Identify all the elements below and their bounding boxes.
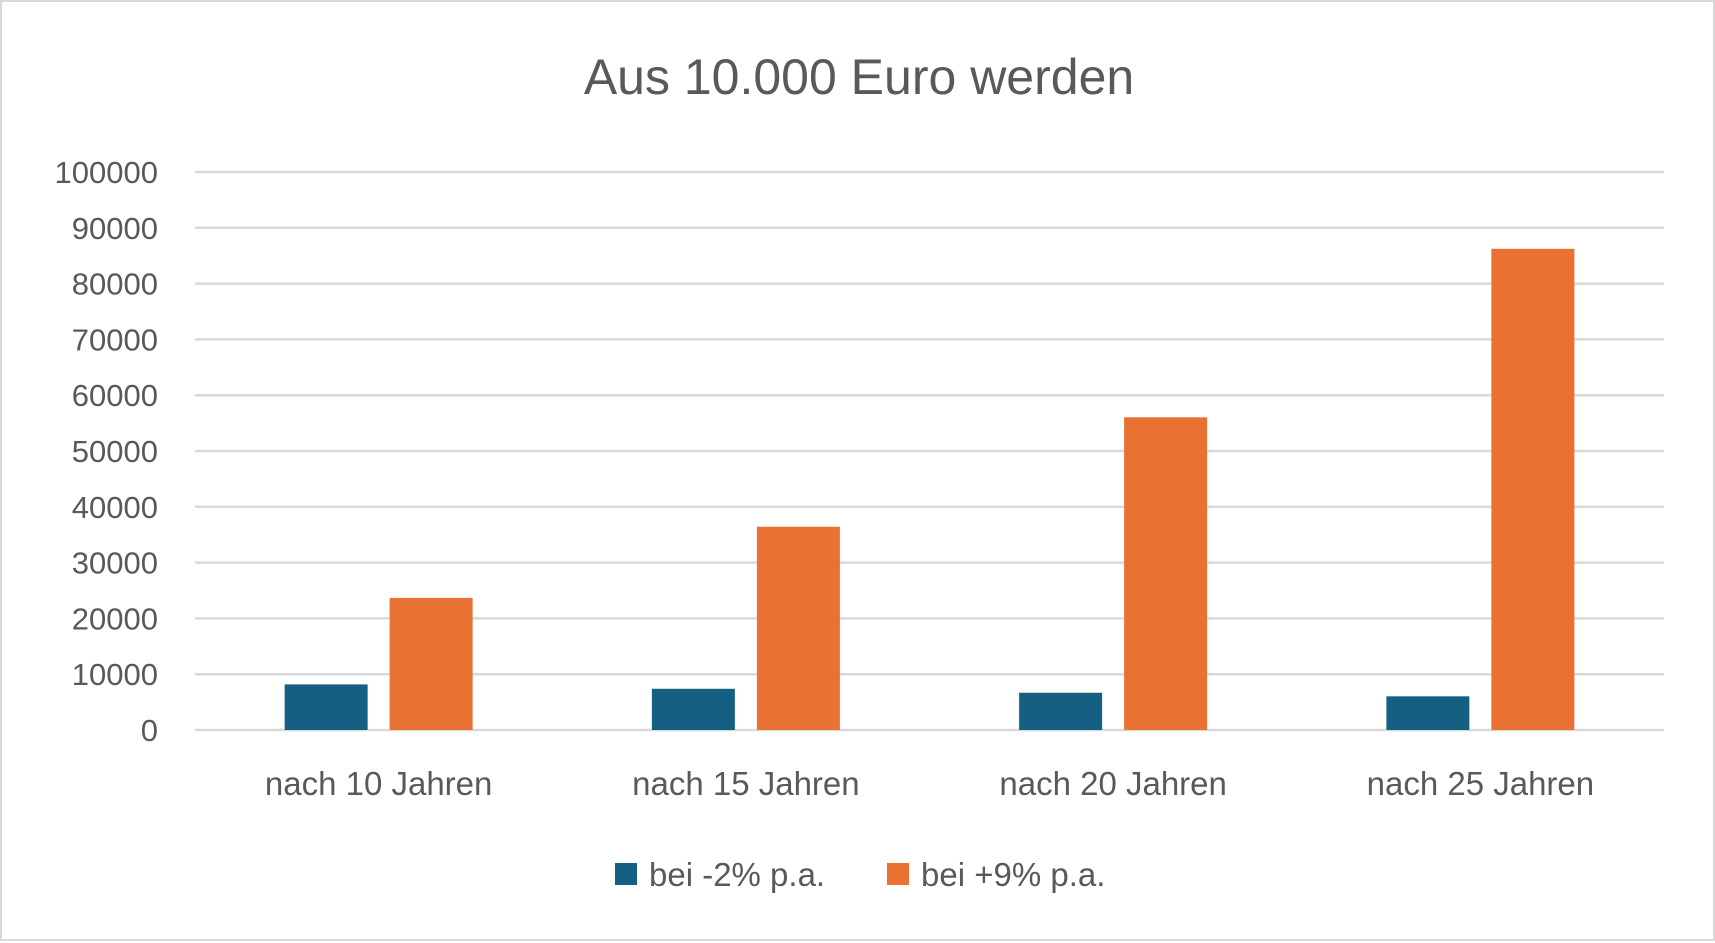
bar-series-1 (1019, 692, 1103, 730)
legend-swatch (615, 863, 637, 885)
y-tick-label: 70000 (72, 322, 158, 357)
chart-title: Aus 10.000 Euro werden (584, 49, 1134, 105)
y-tick-label: 20000 (72, 601, 158, 636)
legend-swatch (887, 863, 909, 885)
y-tick-label: 80000 (72, 267, 158, 302)
x-category-label: nach 10 Jahren (265, 765, 493, 802)
x-category-label: nach 25 Jahren (1367, 765, 1595, 802)
y-tick-label: 90000 (72, 211, 158, 246)
y-tick-label: 60000 (72, 378, 158, 413)
x-category-label: nach 20 Jahren (999, 765, 1227, 802)
y-axis-ticks: 0 10000 20000 30000 40000 50000 60000 70000 8000… (55, 155, 158, 748)
bar-series-2 (1124, 417, 1208, 730)
bar-series-2 (756, 526, 840, 730)
x-axis-categories: nach 10 Jahren nach 15 Jahren nach 20 Jahr… (265, 765, 1594, 802)
y-tick-label: 0 (141, 713, 158, 748)
bar-series-1 (1386, 696, 1470, 730)
legend: bei -2% p.a. bei +9% p.a. (615, 856, 1105, 893)
bar-series-2 (389, 597, 473, 730)
x-category-label: nach 15 Jahren (632, 765, 860, 802)
bars (284, 248, 1575, 730)
y-tick-label: 10000 (72, 657, 158, 692)
y-tick-label: 50000 (72, 434, 158, 469)
y-tick-label: 40000 (72, 490, 158, 525)
bar-series-1 (284, 684, 368, 730)
legend-label: bei +9% p.a. (921, 856, 1105, 893)
legend-label: bei -2% p.a. (649, 856, 825, 893)
bar-series-1 (651, 688, 735, 730)
y-tick-label: 100000 (55, 155, 158, 190)
y-tick-label: 30000 (72, 546, 158, 581)
bar-series-2 (1491, 248, 1575, 730)
